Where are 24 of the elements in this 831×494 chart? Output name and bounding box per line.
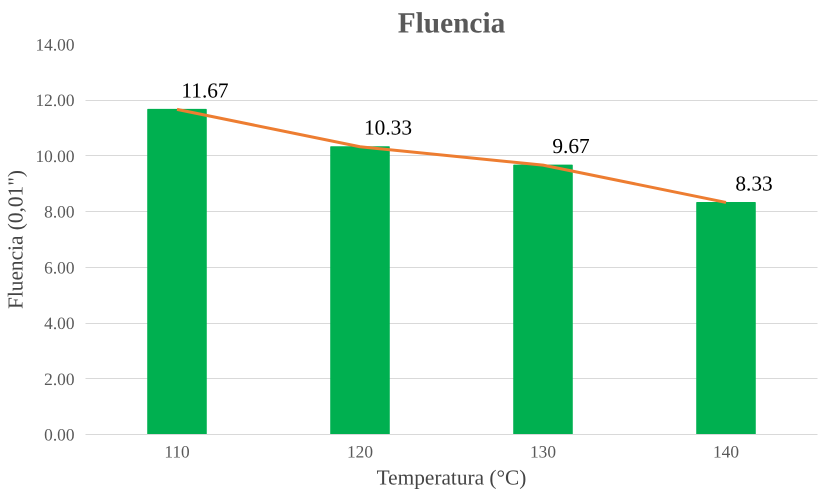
data-label: 9.67 [552, 134, 590, 158]
data-label: 10.33 [364, 116, 412, 140]
y-axis-title: Fluencia (0,01") [4, 170, 28, 310]
x-tick-label: 140 [713, 442, 740, 462]
bar [696, 202, 756, 434]
x-axis-title: Temperatura (°C) [376, 466, 526, 490]
x-tick-label: 130 [530, 442, 556, 462]
x-tick-label: 110 [164, 442, 190, 462]
y-tick-label: 8.00 [44, 202, 75, 222]
bar [330, 146, 390, 434]
y-tick-label: 4.00 [44, 314, 75, 334]
chart-title: Fluencia [398, 8, 506, 40]
line-series [176, 108, 728, 204]
y-tick-label: 6.00 [44, 258, 75, 278]
y-tick-label: 0.00 [44, 426, 75, 444]
data-label: 8.33 [735, 171, 773, 196]
y-tick-label: 2.00 [44, 370, 75, 389]
y-tick-label: 14.00 [36, 36, 75, 54]
x-tick-label: 120 [347, 442, 374, 462]
y-tick-label: 10.00 [36, 146, 75, 166]
data-label: 11.67 [181, 78, 229, 102]
bar [513, 164, 573, 434]
y-tick-label: 12.00 [36, 91, 75, 110]
bar [147, 108, 207, 434]
